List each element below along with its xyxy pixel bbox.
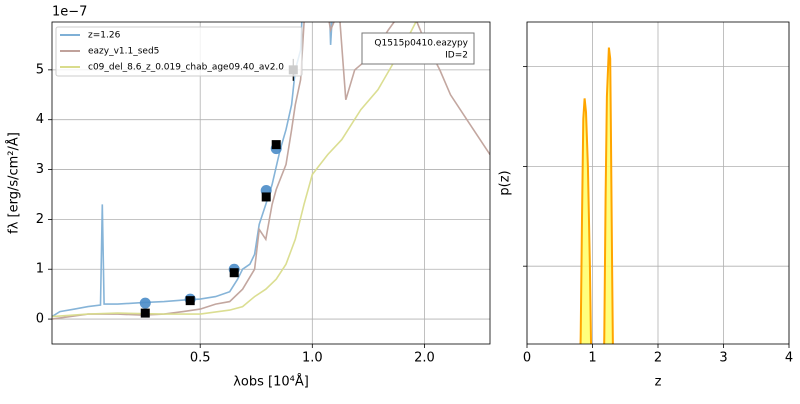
axes-frame	[51, 21, 491, 345]
series-line	[52, 22, 417, 318]
y-axis-label: p(z)	[498, 170, 513, 195]
x-tick-label: 1	[588, 351, 596, 366]
legend-box	[55, 26, 303, 77]
axes-frame	[526, 21, 790, 345]
y-axis-label: fλ [erg/s/cm²/Å]	[6, 132, 22, 234]
legend-label: eazy_v1.1_sed5	[88, 47, 159, 57]
x-tick-label: 4	[785, 351, 793, 366]
y-tick-label: 3	[36, 162, 44, 177]
series-line	[52, 22, 333, 318]
observed-point	[271, 140, 281, 150]
x-tick-label: 1.0	[302, 351, 323, 366]
observed-point	[140, 308, 150, 318]
observed-point	[229, 268, 239, 278]
series-line	[52, 22, 490, 320]
legend-label: c09_del_8.6_z_0.019_chab_age09.40_av2.0	[88, 63, 284, 73]
legend-label: z=1.26	[88, 31, 121, 41]
y-tick-label: 2	[36, 212, 44, 227]
y-tick-label: 4	[36, 112, 44, 127]
x-tick-label: 3	[719, 351, 727, 366]
x-tick-label: 2	[654, 351, 662, 366]
x-tick-label: 0.5	[190, 351, 211, 366]
x-tick-label: 0	[523, 351, 531, 366]
y-tick-label: 5	[36, 62, 44, 77]
model-point	[139, 297, 151, 309]
offset-label: 1e−7	[52, 5, 87, 20]
x-tick-label: 2.0	[414, 351, 435, 366]
observed-point	[185, 296, 195, 306]
annotation-text: Q1515p0410.eazypy	[374, 39, 468, 49]
y-tick-label: 0	[36, 312, 44, 327]
area-line	[579, 47, 614, 344]
plot-area	[578, 47, 615, 344]
x-axis-label: λobs [10⁴Å]	[233, 374, 309, 390]
observed-point	[261, 192, 271, 202]
annotation-text: ID=2	[445, 51, 468, 61]
annotation-box	[361, 32, 475, 65]
y-tick-label: 1	[36, 262, 44, 277]
x-axis-label: z	[655, 375, 662, 390]
